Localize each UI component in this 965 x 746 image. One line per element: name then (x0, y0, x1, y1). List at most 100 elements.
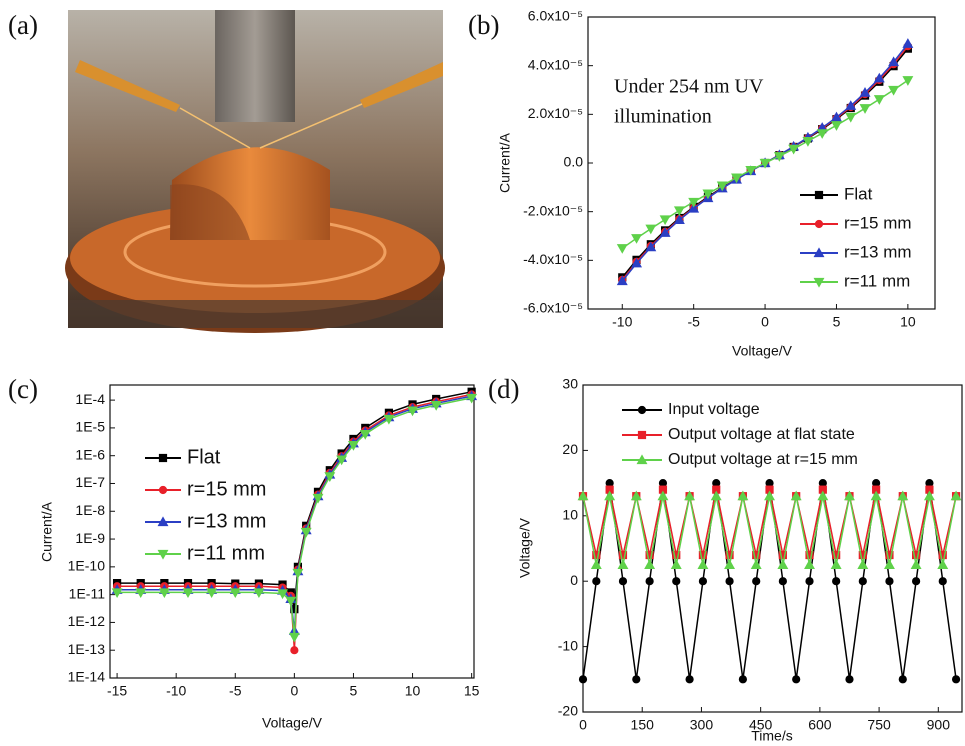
x-tick-label: 900 (927, 717, 951, 733)
x-tick-label: -10 (612, 314, 632, 330)
marker (859, 104, 871, 114)
chart: (d) 0 150 300 450 600 750 900 -20 -10 0 10 20 30 Time/… (488, 374, 963, 744)
marker (752, 577, 761, 586)
y-tick-label: 20 (562, 441, 578, 457)
legend-label: Output voltage at r=15 mm (668, 451, 858, 468)
y-tick-label: 0.0 (564, 154, 584, 170)
y-axis-title: Voltage/V (517, 517, 533, 578)
marker (777, 559, 789, 569)
marker (859, 87, 871, 97)
marker (324, 472, 336, 483)
marker (830, 559, 842, 569)
y-tick-label: -4.0x10⁻⁵ (523, 251, 583, 267)
marker (938, 577, 947, 586)
marker (592, 577, 601, 586)
legend-marker (157, 549, 169, 560)
x-tick-label: 10 (405, 683, 421, 699)
x-tick-label: 5 (350, 683, 358, 699)
legend-marker (637, 405, 647, 415)
y-tick-label: 1E-12 (68, 613, 106, 629)
legend-label: Input voltage (668, 401, 760, 418)
marker (312, 493, 324, 504)
marker (618, 577, 628, 586)
marker (888, 85, 900, 96)
marker (938, 550, 947, 560)
marker (870, 490, 882, 501)
y-tick-label: 1E-5 (75, 419, 105, 435)
y-tick-label: 30 (562, 376, 578, 392)
marker (845, 100, 857, 110)
marker (764, 490, 775, 501)
y-tick-label: 0 (570, 572, 578, 588)
marker (407, 406, 418, 417)
legend-label: Output voltage at flat state (668, 426, 855, 443)
marker (858, 550, 867, 560)
panel-label: (a) (8, 10, 38, 40)
marker (359, 429, 371, 440)
plot-frame (109, 384, 475, 679)
x-tick-label: -5 (229, 683, 242, 699)
marker (592, 550, 601, 560)
marker (206, 588, 218, 599)
marker (937, 559, 949, 569)
x-tick-label: 750 (867, 717, 891, 733)
x-tick-label: 10 (900, 314, 916, 330)
x-tick-label: 0 (761, 314, 769, 330)
marker (672, 577, 681, 586)
y-tick-label: -2.0x10⁻⁵ (523, 202, 583, 218)
marker (135, 588, 147, 599)
y-tick-label: -10 (558, 637, 578, 653)
y-tick-label: 1E-13 (68, 641, 106, 657)
legend-label: r=13 mm (187, 510, 266, 532)
marker (383, 414, 395, 425)
x-tick-label: 5 (833, 314, 841, 330)
marker (778, 577, 787, 586)
y-tick-label: 4.0x10⁻⁵ (528, 56, 583, 72)
marker (912, 577, 921, 586)
marker (817, 490, 829, 501)
legend-marker (813, 247, 825, 258)
marker (858, 577, 867, 586)
marker (778, 550, 787, 560)
marker (912, 550, 921, 560)
y-tick-label: 1E-8 (75, 502, 105, 518)
plot-frame (582, 384, 963, 713)
marker (578, 675, 588, 684)
marker (673, 214, 685, 225)
y-tick-label: 1E-4 (75, 391, 105, 407)
marker (688, 202, 700, 213)
x-tick-label: 15 (464, 683, 480, 699)
marker (659, 215, 671, 226)
marker (805, 550, 814, 560)
marker (805, 577, 814, 586)
marker (831, 111, 842, 122)
marker (845, 112, 857, 123)
y-tick-label: 1E-6 (75, 446, 105, 462)
marker (670, 559, 682, 569)
x-tick-label: -10 (166, 683, 186, 699)
legend-label: r=11 mm (844, 271, 910, 290)
marker (577, 490, 589, 501)
marker (285, 596, 297, 607)
marker (750, 559, 762, 569)
marker (659, 227, 671, 237)
marker (724, 559, 736, 569)
marker (182, 588, 194, 599)
marker (885, 577, 894, 586)
legend-marker (158, 453, 168, 463)
marker (885, 550, 894, 560)
x-axis-title: Time/s (751, 728, 792, 744)
marker (702, 189, 714, 200)
legend-marker (814, 190, 824, 200)
marker (672, 550, 681, 560)
marker (604, 490, 616, 501)
marker (290, 605, 299, 614)
marker (698, 550, 708, 560)
y-tick-label: -20 (558, 703, 578, 719)
marker (645, 241, 657, 252)
marker (229, 588, 241, 599)
legend-label: Flat (187, 446, 221, 468)
x-tick-label: 0 (290, 683, 298, 699)
x-tick-label: 600 (808, 717, 832, 733)
y-tick-label: 6.0x10⁻⁵ (528, 8, 583, 24)
